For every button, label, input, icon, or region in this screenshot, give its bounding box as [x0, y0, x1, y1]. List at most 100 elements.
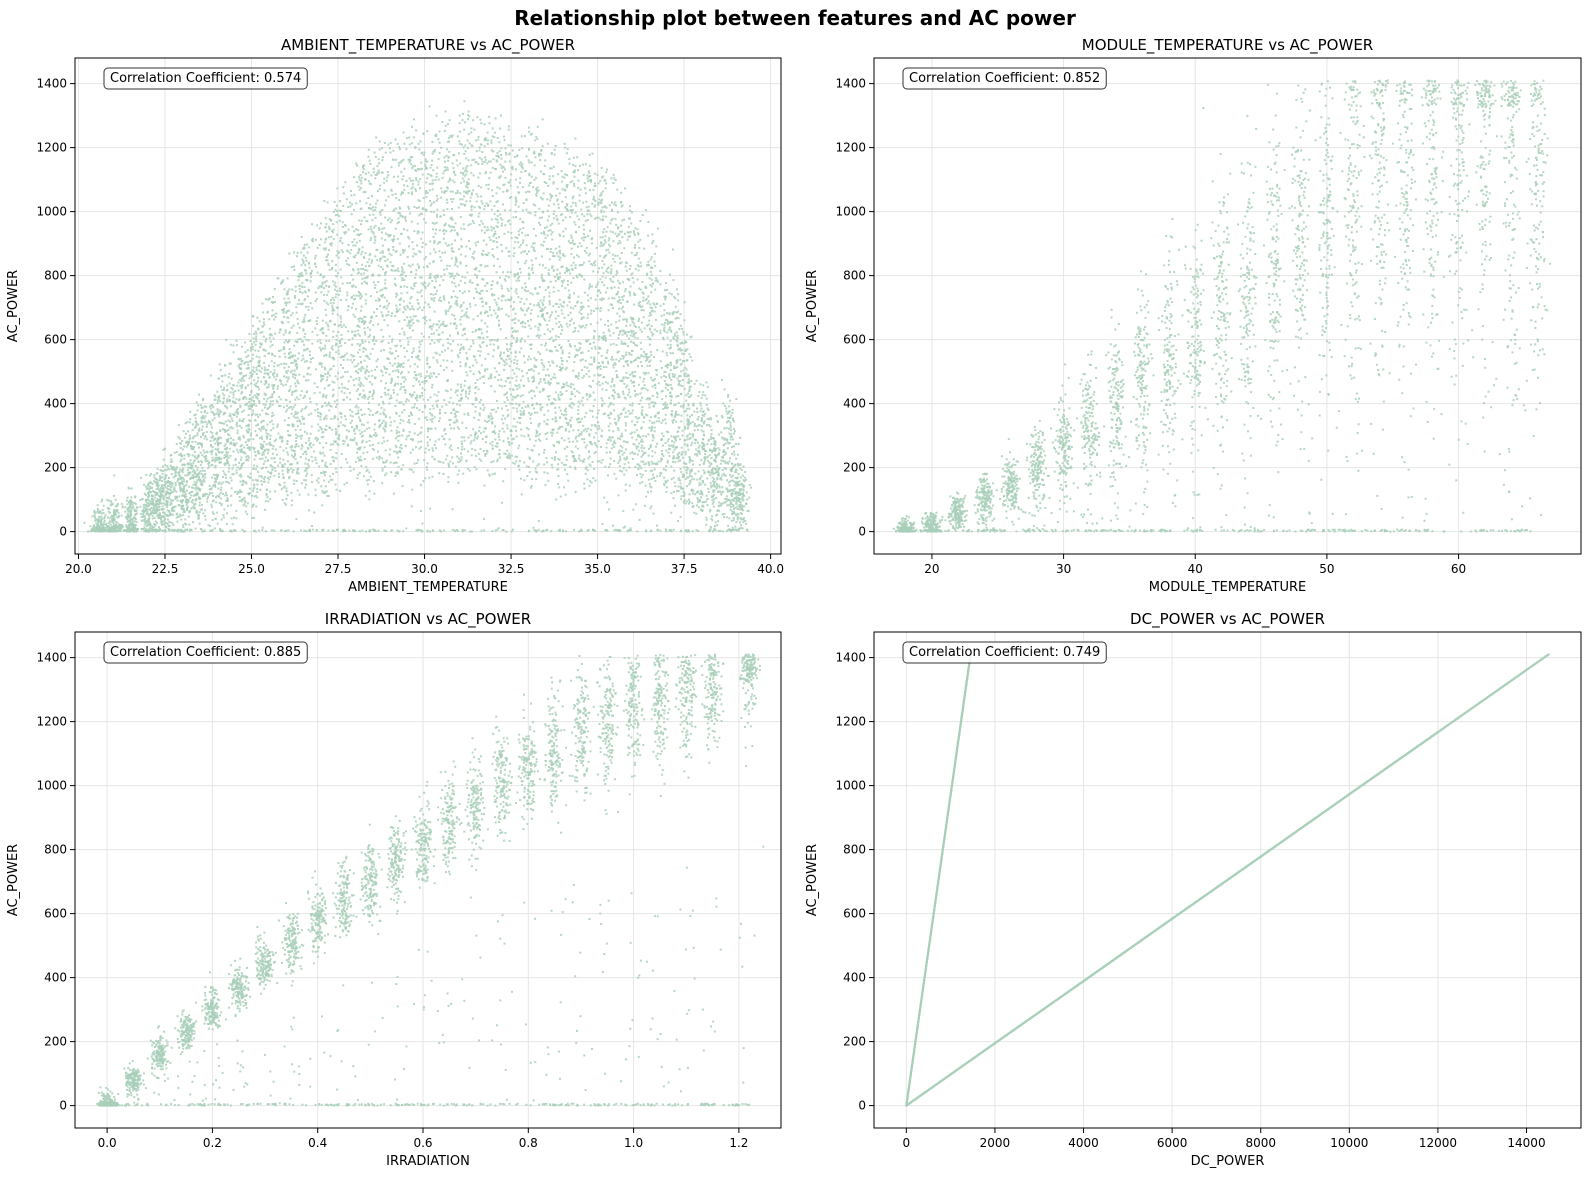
data-point	[166, 502, 169, 505]
data-point	[454, 465, 457, 468]
data-point	[232, 438, 235, 441]
data-point	[456, 426, 459, 429]
data-point	[369, 319, 372, 322]
data-point	[211, 449, 214, 452]
data-point	[467, 114, 470, 116]
data-point	[301, 321, 304, 324]
data-point	[412, 322, 415, 325]
data-point	[238, 461, 241, 464]
data-point	[412, 179, 414, 182]
data-point	[357, 268, 360, 271]
data-point	[207, 467, 210, 470]
data-point	[439, 296, 442, 299]
data-point	[415, 446, 417, 449]
data-point	[381, 159, 384, 162]
data-point	[181, 494, 184, 497]
data-point	[194, 465, 197, 467]
data-point	[143, 526, 146, 529]
data-point	[450, 136, 453, 139]
data-point	[428, 336, 431, 339]
data-point	[427, 399, 429, 401]
data-point	[431, 455, 434, 458]
data-point	[427, 428, 429, 430]
data-point	[401, 178, 404, 181]
data-point	[438, 141, 441, 144]
data-point	[394, 405, 397, 407]
data-point	[463, 204, 466, 207]
data-point	[344, 181, 347, 184]
data-point	[465, 459, 468, 462]
data-point	[278, 395, 281, 398]
data-point	[197, 477, 200, 480]
data-point	[318, 346, 321, 349]
data-point	[337, 349, 340, 352]
data-point	[444, 222, 447, 225]
data-point	[224, 494, 227, 497]
data-point	[175, 451, 178, 453]
data-point	[365, 220, 368, 222]
data-point	[362, 475, 365, 478]
data-point	[294, 458, 297, 461]
data-point	[126, 499, 128, 502]
data-point	[327, 262, 330, 265]
data-point	[281, 437, 284, 440]
data-point	[144, 515, 146, 518]
data-point	[347, 228, 350, 231]
data-point	[228, 482, 231, 485]
data-point	[385, 459, 388, 462]
data-point	[396, 426, 399, 429]
data-point	[367, 356, 369, 359]
data-point	[397, 221, 400, 224]
data-point	[151, 530, 154, 533]
data-point	[366, 369, 369, 372]
data-point	[261, 325, 264, 328]
data-point	[429, 342, 432, 345]
data-point	[407, 359, 410, 362]
data-point	[194, 475, 197, 478]
data-point	[293, 373, 296, 376]
data-point	[361, 365, 364, 368]
data-point	[476, 314, 479, 317]
data-point	[353, 359, 355, 361]
data-point	[347, 444, 350, 447]
data-point	[268, 406, 271, 409]
data-point	[238, 474, 241, 477]
data-point	[165, 522, 168, 524]
data-point	[322, 347, 324, 350]
data-point	[179, 490, 182, 493]
data-point	[387, 233, 390, 236]
data-point	[314, 254, 317, 257]
data-point	[294, 428, 297, 431]
data-point	[346, 249, 349, 252]
data-point	[366, 326, 369, 329]
data-point	[181, 488, 184, 491]
data-point	[432, 293, 435, 296]
data-point	[319, 329, 322, 332]
data-point	[292, 449, 295, 452]
data-point	[227, 419, 230, 422]
data-point	[115, 523, 118, 526]
data-point	[196, 434, 199, 437]
data-point	[302, 375, 305, 378]
data-point	[290, 449, 293, 452]
data-point	[305, 457, 307, 460]
data-point	[456, 233, 459, 236]
data-point	[400, 193, 403, 196]
data-point	[219, 489, 222, 492]
data-point	[383, 440, 386, 443]
data-point	[316, 408, 319, 411]
data-point	[238, 366, 241, 369]
data-point	[327, 328, 330, 331]
data-point	[249, 405, 252, 408]
data-point	[301, 291, 304, 294]
data-point	[384, 449, 387, 452]
data-point	[432, 236, 435, 238]
data-point	[206, 423, 209, 426]
data-point	[147, 483, 150, 486]
data-point	[374, 174, 377, 176]
data-point	[307, 465, 310, 468]
data-point	[374, 216, 377, 219]
data-point	[279, 457, 282, 460]
data-point	[291, 391, 294, 394]
data-point	[393, 235, 396, 238]
